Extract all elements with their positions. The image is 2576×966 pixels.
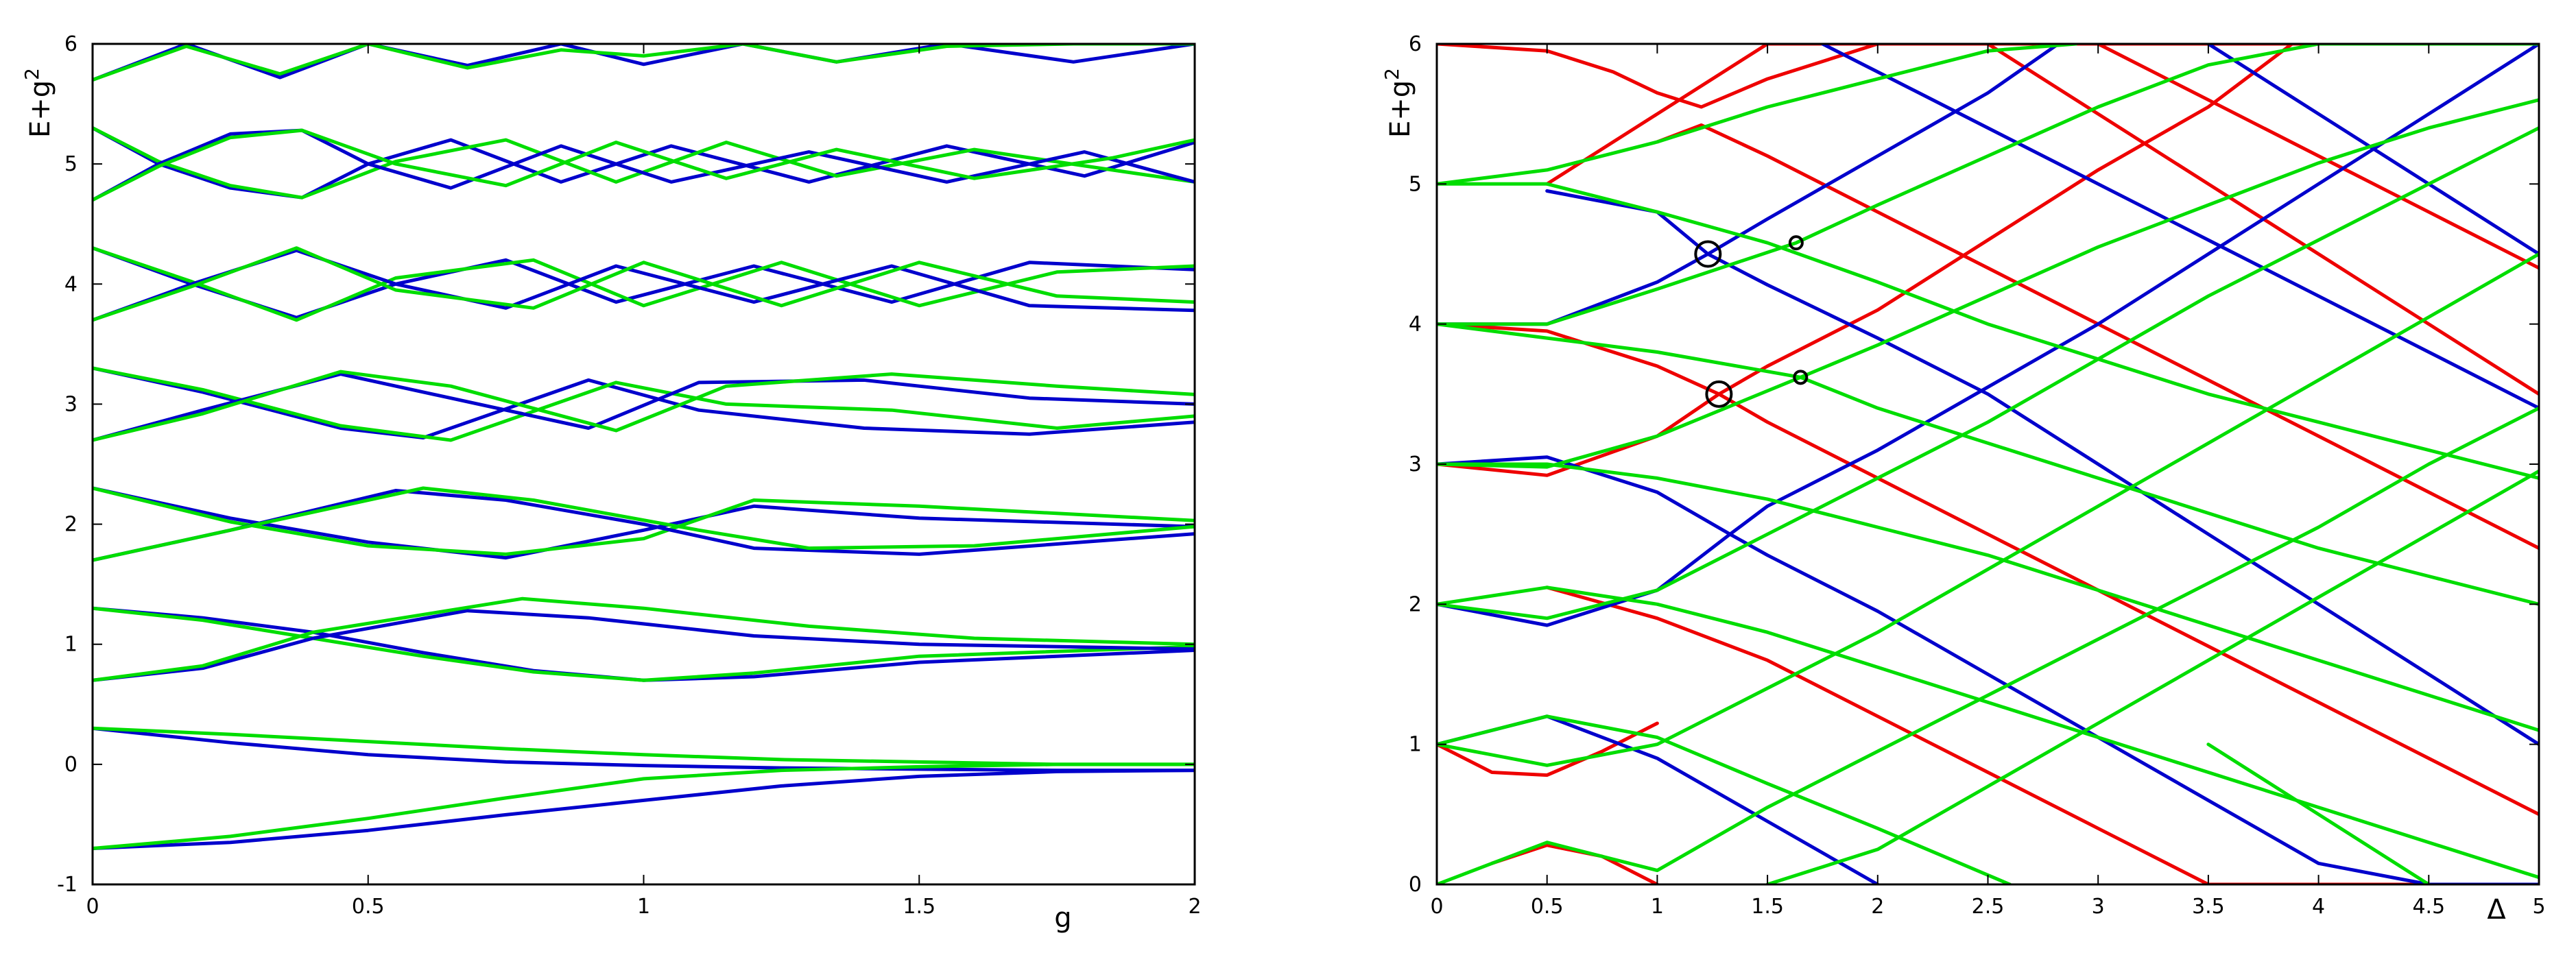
series-line-6	[93, 609, 1195, 682]
x-tick-label: 2	[1188, 895, 1201, 919]
y-tick-label: 1	[64, 633, 77, 657]
x-tick-label: 1	[1651, 895, 1664, 919]
series-line-21	[93, 126, 1195, 200]
y-tick-label: 5	[1409, 172, 1422, 196]
x-tick-label: 0	[86, 895, 99, 919]
series-line-19	[1437, 322, 2539, 606]
circle-marker-2	[1788, 235, 1804, 251]
series-line-23	[93, 128, 1195, 202]
y-tick-label: 4	[64, 272, 77, 296]
x-tick-label: 5	[2532, 895, 2545, 919]
series-line-15	[2206, 44, 2539, 256]
circle-marker-0	[1694, 240, 1722, 268]
series-line-13	[93, 366, 1195, 442]
series-line-28	[2206, 742, 2431, 884]
series-line-7	[93, 596, 1195, 682]
y-axis-label-superscript: 2	[21, 68, 43, 80]
y-tick-label: 6	[64, 32, 77, 56]
y-axis-label: E+g2	[1381, 68, 1416, 138]
series-line-6	[1437, 721, 1659, 777]
series-line-0	[93, 726, 1195, 773]
x-tick-label: 0.5	[352, 895, 385, 919]
x-tick-label: 4.5	[2412, 895, 2445, 919]
x-tick-label: 0.5	[1531, 895, 1564, 919]
circle-marker-1	[1705, 380, 1733, 408]
series-line-1	[1655, 123, 2539, 551]
series-line-15	[93, 370, 1195, 442]
y-axis-label-superscript: 2	[1381, 68, 1403, 80]
series-line-3	[1437, 44, 2294, 477]
series-line-21	[1437, 462, 2539, 732]
series-line-12	[1437, 455, 2539, 884]
x-tick-label: 1.5	[903, 895, 935, 919]
series-line-4	[1545, 585, 2539, 884]
y-tick-label: 1	[1409, 733, 1422, 757]
x-tick-label: 4	[2312, 895, 2325, 919]
series-line-18	[1437, 44, 2539, 326]
series-line-5	[1545, 44, 2539, 270]
y-tick-label: 6	[1409, 32, 1422, 56]
x-tick-label: 3	[2092, 895, 2105, 919]
y-tick-label: 3	[1409, 452, 1422, 476]
y-tick-label: 5	[64, 152, 77, 176]
series-line-27	[1765, 469, 2539, 884]
series-line-3	[93, 762, 1195, 850]
x-tick-label: 3.5	[2192, 895, 2225, 919]
series-line-2	[93, 769, 1195, 850]
series-line-25	[93, 44, 1195, 82]
x-tick-label: 1	[637, 895, 650, 919]
x-axis-label: g	[1054, 902, 1071, 934]
series-line-5	[93, 606, 1195, 682]
series-line-16	[1437, 182, 2539, 480]
x-tick-label: 2.5	[1972, 895, 2005, 919]
series-line-11	[1820, 44, 2539, 410]
series-line-19	[93, 246, 1195, 322]
y-tick-label: 2	[1409, 592, 1422, 616]
series-line-8	[93, 486, 1195, 560]
x-tick-label: 2	[1871, 895, 1884, 919]
series-line-2	[1437, 322, 2539, 817]
y-tick-label: 2	[64, 513, 77, 537]
y-tick-label: -1	[57, 873, 77, 897]
series-line-12	[93, 366, 1195, 439]
x-tick-label: 1.5	[1751, 895, 1784, 919]
y-axis-label-base: E+g	[1385, 80, 1416, 138]
y-tick-label: 0	[1409, 873, 1422, 897]
series-line-11	[93, 486, 1195, 562]
series-line-10	[1545, 189, 2539, 747]
y-axis-label: E+g2	[21, 68, 56, 138]
series-line-0	[1437, 44, 2539, 109]
y-tick-label: 3	[64, 392, 77, 416]
series-line-26	[1437, 406, 2539, 884]
series-line-25	[1437, 252, 2539, 767]
series-group	[93, 44, 1195, 850]
y-tick-label: 4	[1409, 313, 1422, 337]
series-line-17	[93, 246, 1195, 322]
y-tick-label: 0	[64, 753, 77, 777]
series-line-20	[1437, 98, 2539, 469]
y-axis-label-base: E+g	[25, 80, 56, 138]
series-line-23	[1437, 126, 2539, 620]
circle-marker-3	[1793, 370, 1809, 385]
x-tick-label: 0	[1430, 895, 1443, 919]
x-axis-label: Δ	[2487, 894, 2506, 926]
